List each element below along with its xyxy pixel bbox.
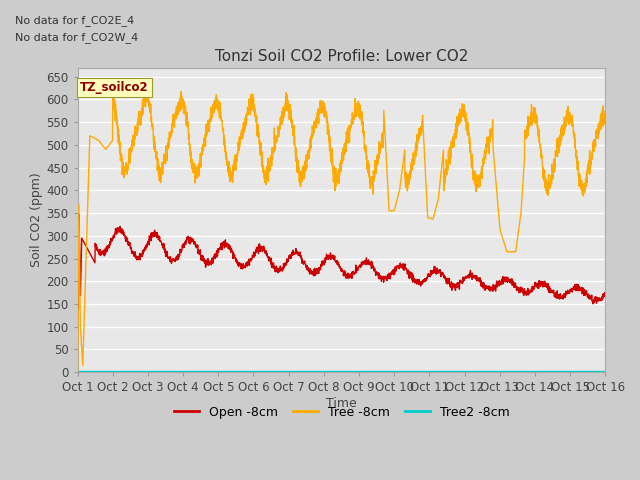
X-axis label: Time: Time xyxy=(326,397,357,410)
Legend: Open -8cm, Tree -8cm, Tree2 -8cm: Open -8cm, Tree -8cm, Tree2 -8cm xyxy=(169,401,515,424)
Text: No data for f_CO2E_4: No data for f_CO2E_4 xyxy=(15,15,134,26)
Title: Tonzi Soil CO2 Profile: Lower CO2: Tonzi Soil CO2 Profile: Lower CO2 xyxy=(215,48,468,64)
Text: No data for f_CO2W_4: No data for f_CO2W_4 xyxy=(15,32,138,43)
Text: TZ_soilco2: TZ_soilco2 xyxy=(80,81,148,94)
Y-axis label: Soil CO2 (ppm): Soil CO2 (ppm) xyxy=(31,172,44,267)
